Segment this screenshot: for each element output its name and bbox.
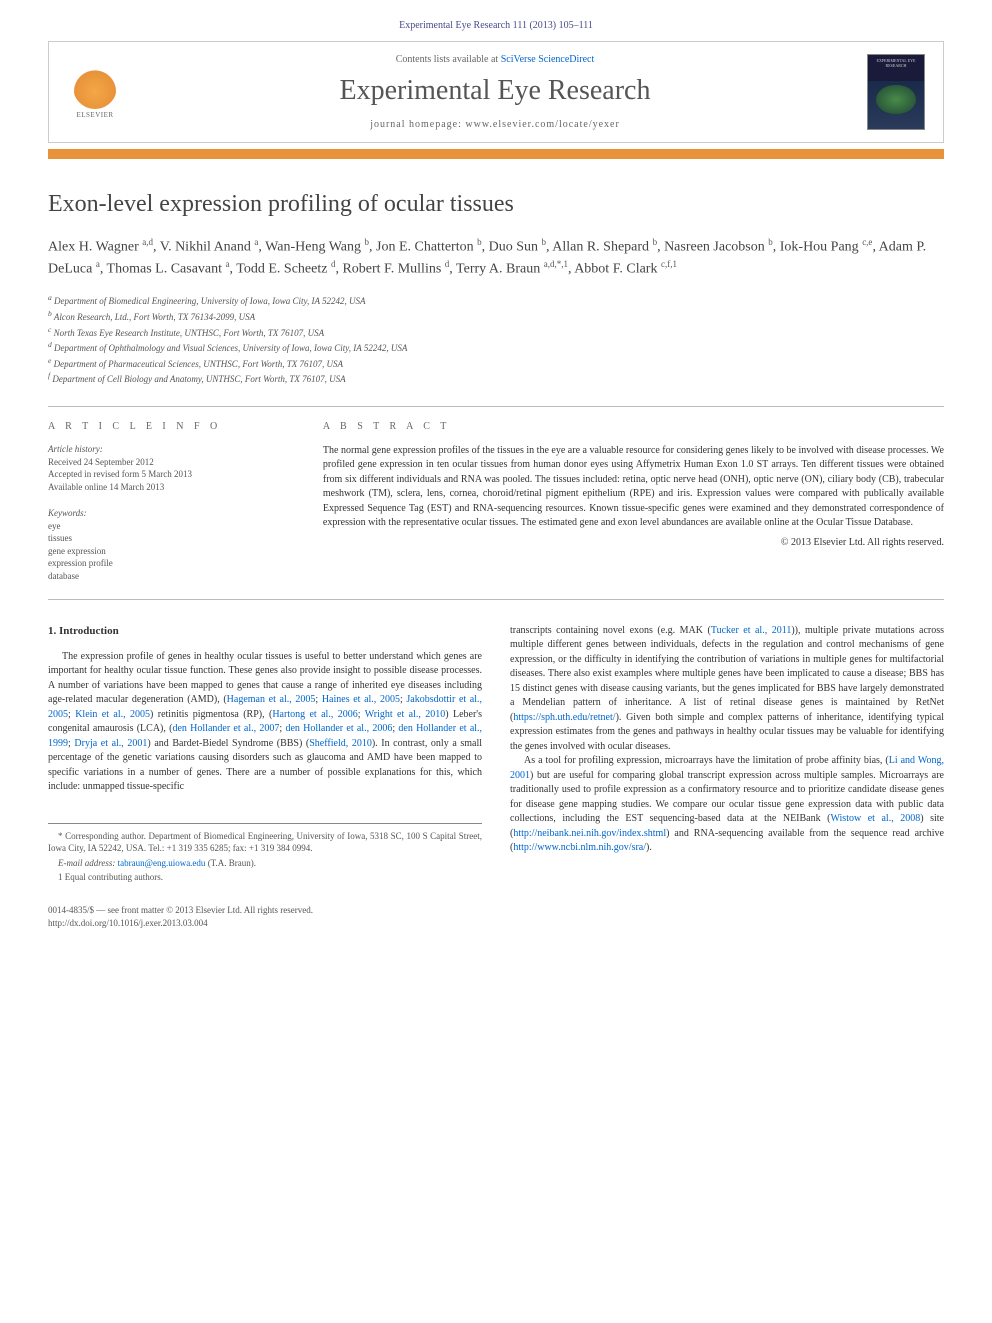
text: ) retinitis pigmentosa (RP), ( (150, 709, 272, 720)
ref-link[interactable]: Wright et al., 2010 (365, 709, 446, 720)
text: transcripts containing novel exons (e.g.… (510, 625, 711, 636)
journal-cover: EXPERIMENTAL EYE RESEARCH (867, 54, 925, 130)
text: ; (358, 709, 365, 720)
keyword-item: expression profile (48, 557, 275, 570)
elsevier-logo: ELSEVIER (67, 60, 123, 124)
intro-paragraph-1-cont: transcripts containing novel exons (e.g.… (510, 624, 944, 755)
history-item: Received 24 September 2012 (48, 456, 275, 469)
affiliation-item: c North Texas Eye Research Institute, UN… (48, 325, 944, 340)
email-link[interactable]: tabraun@eng.uiowa.edu (118, 858, 206, 868)
keyword-item: tissues (48, 532, 275, 545)
text: ). (646, 842, 652, 853)
email-suffix: (T.A. Braun). (205, 858, 256, 868)
sciencedirect-link[interactable]: SciVerse ScienceDirect (501, 54, 595, 65)
url-link[interactable]: https://sph.uth.edu/retnet/ (513, 712, 615, 723)
affiliations-list: a Department of Biomedical Engineering, … (48, 293, 944, 386)
url-link[interactable]: http://neibank.nei.nih.gov/index.shtml (513, 828, 666, 839)
abstract-text: The normal gene expression profiles of t… (323, 444, 944, 531)
article-title: Exon-level expression profiling of ocula… (48, 191, 944, 218)
ref-link[interactable]: Dryja et al., 2001 (74, 738, 147, 749)
ref-link[interactable]: den Hollander et al., 2006 (285, 723, 392, 734)
text: )), multiple private mutations across mu… (510, 625, 944, 723)
body-columns: 1. Introduction The expression profile o… (48, 624, 944, 886)
affiliation-item: b Alcon Research, Ltd., Fort Worth, TX 7… (48, 309, 944, 324)
keyword-item: eye (48, 520, 275, 533)
homepage-line: journal homepage: www.elsevier.com/locat… (123, 119, 867, 130)
affiliation-item: d Department of Ophthalmology and Visual… (48, 340, 944, 355)
journal-header-box: ELSEVIER Contents lists available at Sci… (48, 41, 944, 143)
corresponding-footer: * Corresponding author. Department of Bi… (48, 823, 482, 884)
journal-name: Experimental Eye Research (123, 75, 867, 107)
ref-link[interactable]: Hageman et al., 2005 (227, 694, 316, 705)
ref-link[interactable]: Klein et al., 2005 (75, 709, 150, 720)
column-right: transcripts containing novel exons (e.g.… (510, 624, 944, 886)
affiliation-item: f Department of Cell Biology and Anatomy… (48, 371, 944, 386)
intro-paragraph-2: As a tool for profiling expression, micr… (510, 754, 944, 856)
homepage-url[interactable]: www.elsevier.com/locate/yexer (465, 119, 619, 130)
keyword-item: database (48, 570, 275, 583)
abstract-copyright: © 2013 Elsevier Ltd. All rights reserved… (323, 537, 944, 548)
ref-link[interactable]: Sheffield, 2010 (309, 738, 372, 749)
bottom-bar: 0014-4835/$ — see front matter © 2013 El… (48, 904, 944, 929)
email-line: E-mail address: tabraun@eng.uiowa.edu (T… (48, 857, 482, 870)
elsevier-text: ELSEVIER (76, 111, 113, 119)
affiliation-item: e Department of Pharmaceutical Sciences,… (48, 356, 944, 371)
history-item: Accepted in revised form 5 March 2013 (48, 468, 275, 481)
history-label: Article history: (48, 444, 275, 454)
ref-link[interactable]: den Hollander et al., 2007 (172, 723, 279, 734)
top-citation: Experimental Eye Research 111 (2013) 105… (48, 20, 944, 31)
keywords-label: Keywords: (48, 508, 275, 518)
history-item: Available online 14 March 2013 (48, 481, 275, 494)
ref-link[interactable]: Hartong et al., 2006 (272, 709, 357, 720)
header-center: Contents lists available at SciVerse Sci… (123, 54, 867, 130)
section-1-heading: 1. Introduction (48, 624, 482, 640)
ref-link[interactable]: Tucker et al., 2011 (711, 625, 792, 636)
front-matter-line: 0014-4835/$ — see front matter © 2013 El… (48, 904, 944, 917)
elsevier-tree-icon (73, 65, 117, 109)
ref-link[interactable]: Wistow et al., 2008 (830, 813, 920, 824)
authors-list: Alex H. Wagner a,d, V. Nikhil Anand a, W… (48, 236, 944, 279)
url-link[interactable]: http://www.ncbi.nlm.nih.gov/sra/ (513, 842, 646, 853)
text: As a tool for profiling expression, micr… (524, 755, 889, 766)
column-left: 1. Introduction The expression profile o… (48, 624, 482, 886)
contents-prefix: Contents lists available at (396, 54, 501, 65)
keyword-item: gene expression (48, 545, 275, 558)
intro-paragraph-1: The expression profile of genes in healt… (48, 650, 482, 795)
abstract-section: A B S T R A C T The normal gene expressi… (299, 421, 944, 583)
orange-divider-bar (48, 149, 944, 159)
journal-cover-text: EXPERIMENTAL EYE RESEARCH (868, 59, 924, 69)
ref-link[interactable]: Haines et al., 2005 (322, 694, 400, 705)
text: ) and Bardet-Biedel Syndrome (BBS) ( (147, 738, 309, 749)
article-info-row: A R T I C L E I N F O Article history: R… (48, 406, 944, 600)
contents-line: Contents lists available at SciVerse Sci… (123, 54, 867, 65)
homepage-prefix: journal homepage: (370, 119, 465, 130)
article-info-label: A R T I C L E I N F O (48, 421, 275, 432)
affiliation-item: a Department of Biomedical Engineering, … (48, 293, 944, 308)
email-label: E-mail address: (58, 858, 118, 868)
corresponding-author: * Corresponding author. Department of Bi… (48, 830, 482, 855)
doi-link[interactable]: http://dx.doi.org/10.1016/j.exer.2013.03… (48, 918, 208, 928)
equal-contrib: 1 Equal contributing authors. (48, 871, 482, 884)
abstract-label: A B S T R A C T (323, 421, 944, 432)
article-info-left: A R T I C L E I N F O Article history: R… (48, 421, 299, 583)
